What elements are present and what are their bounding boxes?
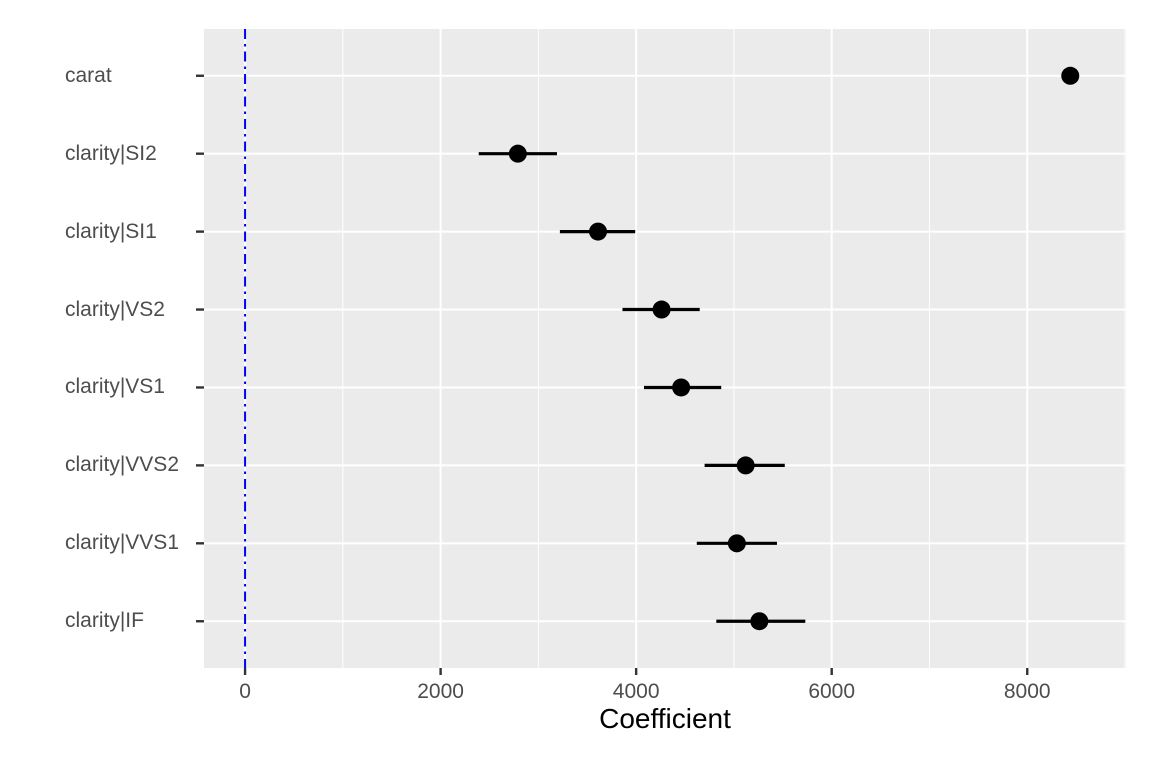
y-tick-label: clarity|VS2 bbox=[65, 297, 165, 321]
x-axis-title: Coefficient bbox=[599, 703, 731, 734]
plot-panel bbox=[204, 29, 1126, 668]
coefficient-point bbox=[672, 378, 691, 397]
y-tick-label: clarity|SI2 bbox=[65, 141, 157, 165]
y-tick-label: clarity|VVS2 bbox=[65, 453, 179, 477]
y-tick-label: clarity|IF bbox=[65, 609, 144, 633]
y-tick-label: carat bbox=[65, 63, 112, 87]
x-tick-label: 6000 bbox=[808, 680, 856, 703]
coefficient-point bbox=[1061, 66, 1080, 85]
coefficient-point bbox=[508, 144, 527, 163]
x-tick-label: 4000 bbox=[612, 680, 660, 703]
y-tick-label: clarity|VS1 bbox=[65, 375, 165, 399]
coefficient-point bbox=[652, 300, 671, 319]
coefficient-point bbox=[736, 456, 755, 475]
y-tick-label: clarity|VVS1 bbox=[65, 531, 179, 555]
y-tick-label: clarity|SI1 bbox=[65, 219, 157, 243]
x-tick-label: 0 bbox=[239, 680, 251, 703]
coefficient-point bbox=[589, 222, 608, 241]
coefficient-point bbox=[727, 534, 746, 553]
x-tick-label: 8000 bbox=[1003, 680, 1051, 703]
coefficient-point bbox=[750, 612, 769, 631]
x-tick-label: 2000 bbox=[417, 680, 464, 703]
